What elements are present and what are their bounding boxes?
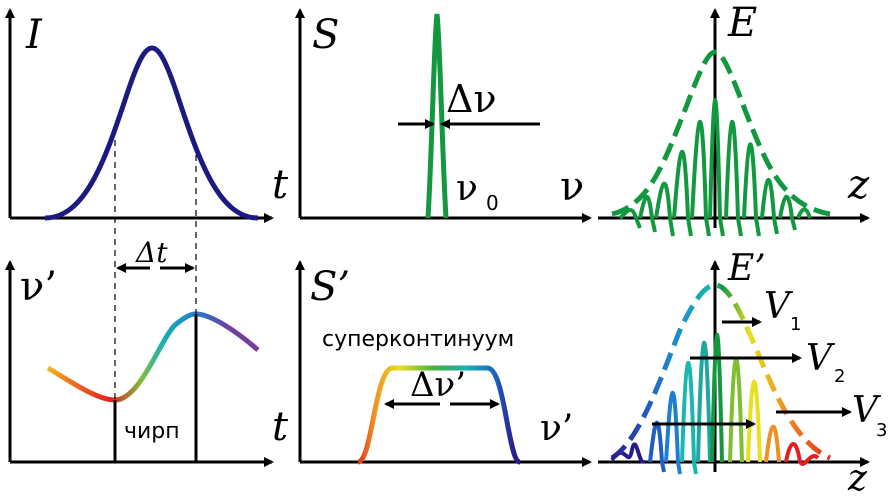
center-frequency-label: ν	[456, 168, 478, 209]
velocity-label-1: V	[764, 286, 794, 327]
intensity-x-label: t	[272, 162, 289, 208]
chirp-x-label: t	[272, 404, 289, 450]
field-oscillations	[618, 98, 812, 237]
chirp-annotation: чирп	[124, 419, 180, 444]
panel-chirp: Δt ν’ t чирп	[4, 140, 289, 467]
velocity-subscript-1: 1	[790, 314, 801, 335]
velocity-label-2: V	[806, 338, 836, 379]
intensity-y-label: I	[25, 12, 43, 58]
spectrum-y-label: S	[312, 12, 339, 58]
chirped-field-x-label: z	[847, 458, 868, 496]
continuum-width-label: Δν’	[410, 365, 466, 405]
broad-spectrum-y-label: S’	[310, 264, 350, 310]
spectrum-width-label: Δν	[446, 77, 497, 121]
panel-intensity: I t	[4, 8, 289, 223]
chirped-field-y-label: E’	[727, 248, 766, 289]
velocity-subscript-2: 2	[834, 366, 845, 387]
narrow-spectrum-peak	[425, 13, 449, 219]
panel-broad-spectrum: Δν’ суперконтинуум S’ ν’	[295, 260, 592, 467]
intensity-pulse-curve	[44, 45, 259, 221]
field-envelope	[611, 49, 831, 217]
field-x-label: z	[847, 162, 870, 208]
broad-spectrum-x-label: ν’	[540, 408, 573, 449]
chirp-curve	[46, 311, 260, 403]
supercontinuum-curve	[356, 365, 522, 465]
center-frequency-subscript: 0	[486, 191, 499, 215]
velocity-subscript-3: 3	[876, 420, 887, 441]
spectrum-x-label: ν	[560, 164, 584, 210]
velocity-label-3: V	[852, 390, 882, 431]
panel-chirped-field: V 1 V 2 V 3 E’ z	[598, 248, 887, 496]
dt-label: Δt	[135, 236, 168, 269]
field-y-label: E	[727, 0, 757, 46]
continuum-annotation: суперконтинуум	[322, 327, 514, 352]
chirp-y-label: ν’	[20, 264, 57, 310]
panel-field: E z	[598, 0, 870, 237]
panel-spectrum: Δν S ν ν 0	[295, 8, 592, 223]
